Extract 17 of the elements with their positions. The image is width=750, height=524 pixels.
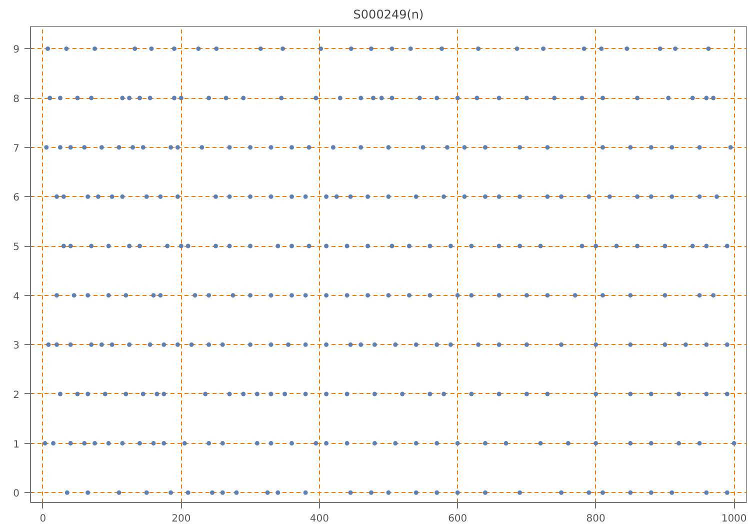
x-tick-label: 600: [448, 514, 468, 524]
x-tick-label: 400: [310, 514, 329, 524]
y-tick-label: 4: [13, 291, 20, 302]
y-tick-label: 0: [13, 488, 20, 500]
y-tick-label: 9: [13, 44, 20, 56]
x-tick-label: 200: [172, 514, 191, 524]
chart-title: S000249(n): [353, 8, 424, 22]
y-tick-label: 2: [13, 390, 20, 401]
y-tick-label: 1: [13, 439, 20, 450]
x-tick-label: 800: [586, 514, 606, 524]
x-tick-label: 1000: [721, 514, 747, 524]
y-tick-label: 8: [13, 94, 20, 106]
y-tick-label: 5: [13, 242, 20, 254]
y-tick-label: 3: [13, 340, 20, 352]
x-tick-label: 0: [40, 514, 46, 524]
y-tick-label: 6: [13, 192, 20, 204]
y-tick-label: 7: [13, 143, 20, 154]
